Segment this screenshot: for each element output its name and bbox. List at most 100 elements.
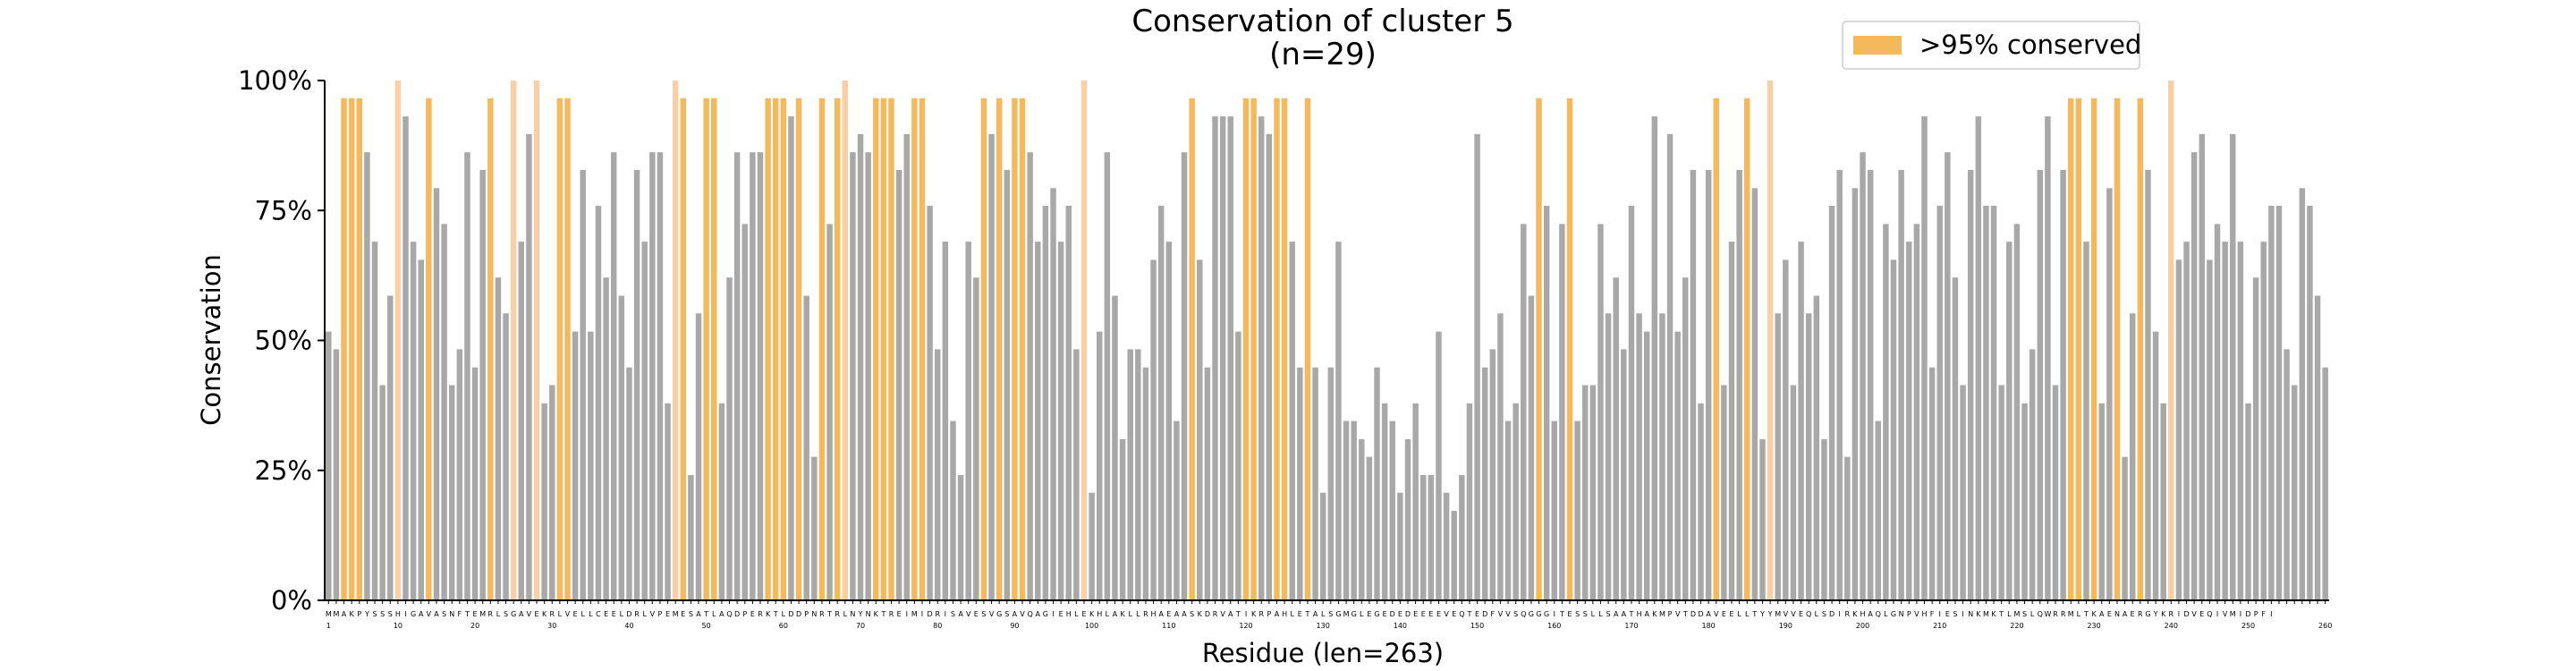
bar-residue-43 (649, 152, 656, 600)
bar-residue-249 (2237, 242, 2244, 600)
residue-letter-92: Q (1028, 610, 1033, 618)
residue-letter-135: L (1360, 610, 1364, 618)
residue-letter-72: K (874, 610, 879, 618)
legend-label: >95% conserved (1919, 30, 2141, 60)
residue-letter-9: S (388, 610, 393, 618)
residue-letter-244: E (2199, 610, 2204, 618)
residue-number-150: 150 (1470, 622, 1484, 630)
residue-letter-150: E (1475, 610, 1479, 618)
bar-residue-98 (1073, 349, 1080, 600)
bar-residue-35 (588, 331, 594, 600)
residue-letter-215: K (1976, 610, 1981, 618)
bar-residue-97 (1065, 206, 1072, 600)
bar-residue-68 (842, 81, 849, 600)
bar-residue-24 (503, 313, 509, 600)
residue-letter-220: M (2013, 610, 2020, 618)
residue-letter-80: R (935, 610, 940, 618)
bar-residue-10 (394, 81, 402, 600)
residue-letter-152: F (1491, 610, 1496, 618)
bar-residue-190 (1783, 259, 1789, 600)
bar-residue-51 (711, 98, 717, 600)
residue-letter-203: L (1884, 610, 1888, 618)
bar-residue-166 (1597, 224, 1604, 601)
residue-letter-52: A (719, 610, 724, 618)
bar-residue-196 (1828, 206, 1835, 600)
bar-residue-47 (680, 98, 687, 600)
residue-number-250: 250 (2241, 622, 2255, 630)
bar-residue-237 (2145, 169, 2151, 600)
bar-residue-9 (387, 295, 394, 600)
bar-residue-208 (1921, 116, 1928, 601)
bar-residue-165 (1589, 385, 1597, 600)
residue-letter-50: T (703, 610, 708, 618)
bar-residue-158 (1536, 98, 1542, 600)
residue-letter-32: V (565, 610, 571, 618)
residue-letter-121: K (1251, 610, 1257, 618)
bar-residue-32 (564, 98, 571, 600)
residue-letter-49: A (696, 610, 701, 618)
bar-residue-195 (1821, 438, 1827, 600)
residue-letter-141: D (1405, 610, 1411, 618)
bar-residue-116 (1212, 116, 1218, 601)
bar-residue-248 (2230, 133, 2236, 601)
bar-residue-5 (356, 98, 363, 600)
residue-number-140: 140 (1394, 622, 1407, 630)
residue-letter-60: L (782, 610, 786, 618)
bar-residue-81 (942, 242, 949, 600)
bar-residue-17 (448, 385, 455, 600)
residue-letter-69: N (850, 610, 855, 618)
residue-letter-66: T (826, 610, 832, 618)
bar-residue-246 (2214, 224, 2221, 601)
bar-residue-56 (750, 152, 756, 600)
residue-letter-91: V (1020, 610, 1025, 618)
bar-residue-128 (1304, 98, 1311, 600)
bar-residue-33 (572, 331, 579, 600)
residue-letter-191: V (1791, 610, 1796, 618)
residue-letter-116: R (1213, 610, 1218, 618)
bar-residue-191 (1790, 385, 1797, 600)
bar-residue-136 (1366, 456, 1373, 600)
residue-number-200: 200 (1856, 622, 1869, 630)
residue-letter-161: T (1559, 610, 1564, 618)
bar-residue-60 (780, 98, 787, 600)
bar-residue-101 (1097, 331, 1103, 600)
bar-residue-34 (580, 169, 586, 600)
bar-residue-258 (2307, 206, 2313, 600)
bar-residue-88 (996, 98, 1003, 600)
bar-residue-70 (857, 133, 864, 601)
residue-letter-190: V (1784, 610, 1789, 618)
bar-residue-26 (518, 242, 525, 600)
residue-letter-14: V (427, 610, 432, 618)
residue-letter-153: V (1498, 610, 1504, 618)
residue-letter-225: R (2053, 610, 2058, 618)
bar-residue-232 (2106, 188, 2113, 600)
residue-letter-26: A (519, 610, 524, 618)
residue-letter-65: R (819, 610, 825, 618)
residue-letter-109: A (1158, 610, 1164, 618)
residue-letter-245: Q (2207, 610, 2212, 618)
residue-letter-13: A (419, 610, 424, 618)
bar-residue-218 (1998, 385, 2004, 600)
bar-residue-53 (726, 277, 733, 600)
residue-letter-42: L (642, 610, 647, 618)
bar-residue-72 (873, 98, 879, 600)
residue-letter-36: C (596, 610, 601, 618)
residue-letter-204: G (1891, 610, 1896, 618)
residue-letter-160: I (1554, 610, 1555, 618)
residue-letter-84: V (966, 610, 971, 618)
residue-letter-76: I (906, 610, 908, 618)
bar-residue-120 (1242, 98, 1250, 600)
residue-letter-95: I (1052, 610, 1054, 618)
residue-number-80: 80 (933, 622, 942, 630)
y-axis-ticks: 0% 25% 50% 75% 100% (238, 65, 325, 616)
bar-residue-170 (1628, 206, 1635, 600)
residue-letter-128: T (1305, 610, 1310, 618)
bar-residue-127 (1297, 367, 1303, 600)
bar-residue-139 (1389, 420, 1395, 600)
residue-letter-147: E (1452, 610, 1456, 618)
residue-letter-138: E (1383, 610, 1387, 618)
bar-residue-223 (2037, 169, 2044, 600)
bar-residue-85 (973, 277, 979, 600)
residue-letter-57: R (758, 610, 763, 618)
residue-letter-234: A (2123, 610, 2128, 618)
